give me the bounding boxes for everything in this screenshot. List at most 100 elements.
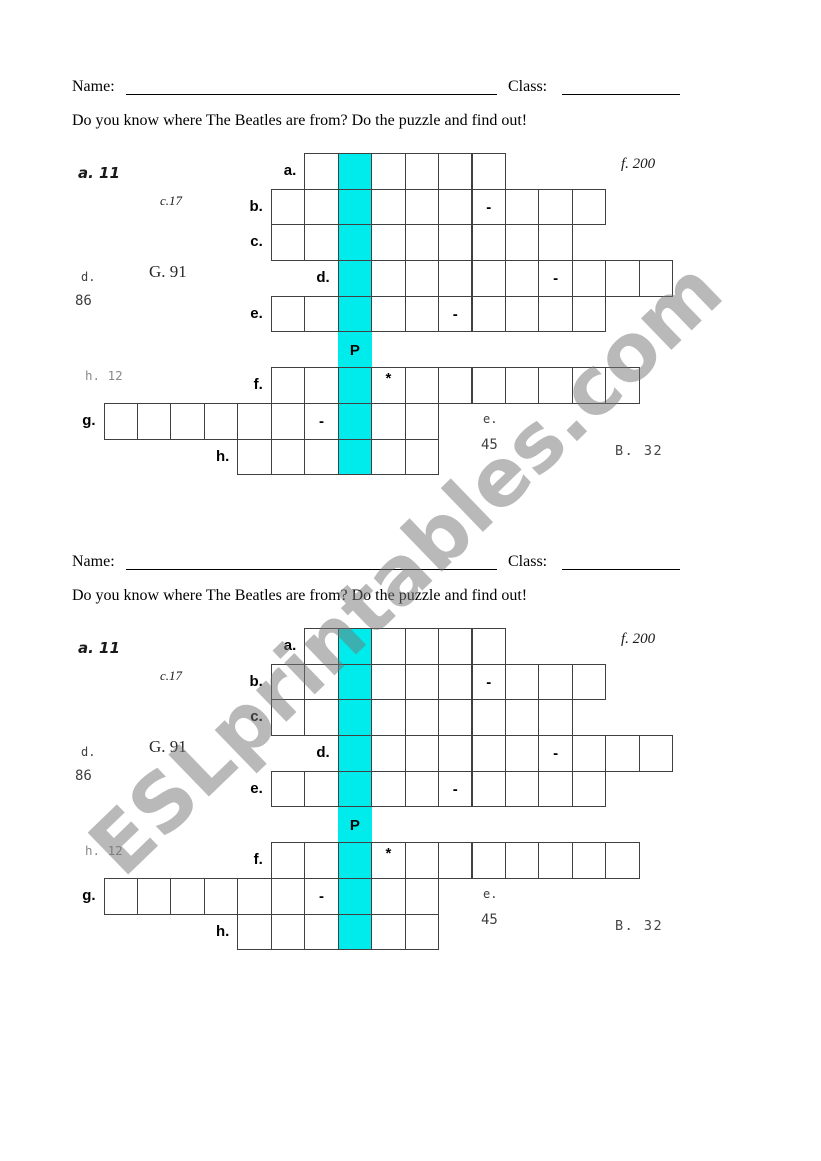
row-label-g: g. [82, 886, 96, 904]
grid-cell [270, 770, 306, 808]
name-underline [126, 549, 497, 570]
grid-cell [404, 770, 440, 808]
annotation-clue-g: G. 91 [149, 262, 187, 281]
row-label-e: e. [250, 304, 263, 322]
grid-cell [438, 735, 473, 772]
grid-cell [471, 295, 506, 333]
grid-cell [170, 877, 205, 915]
annotation-clue-c: c.17 [160, 668, 183, 683]
grid-cell [504, 842, 540, 879]
grid-cell [304, 188, 339, 226]
grid-cell: - [538, 260, 573, 297]
row-label-f: f. [253, 376, 263, 394]
grid-cell [404, 295, 440, 333]
grid-cell [103, 877, 138, 915]
grid-cell [404, 224, 440, 262]
grid-cell [304, 842, 339, 879]
grid-cell [270, 367, 306, 404]
grid-cell [170, 402, 205, 440]
grid-cell [304, 663, 339, 701]
class-underline [562, 74, 680, 95]
grid-cell: - [304, 402, 339, 440]
annotation-clue-d-number: 86 [75, 293, 92, 309]
grid-cell [471, 628, 506, 665]
row-label-c: c. [250, 708, 263, 726]
grid-cell [304, 699, 339, 737]
grid-cell [137, 877, 172, 915]
grid-cell [471, 842, 506, 879]
annotation-clue-h: h. 12 [85, 368, 123, 383]
row-label-g: g. [82, 411, 96, 429]
grid-cell [304, 153, 339, 190]
grid-cell [438, 188, 473, 226]
grid-cell [571, 663, 607, 701]
grid-cell [404, 877, 440, 915]
grid-cell [404, 913, 440, 951]
row-label-f: f. [253, 851, 263, 869]
grid-cell [270, 913, 306, 951]
grid-cell: - [471, 188, 506, 226]
row-label-e: e. [250, 779, 263, 797]
annotation-clue-f: f. 200 [621, 631, 656, 647]
grid-cell [304, 295, 339, 333]
grid-cell [438, 260, 473, 297]
grid-cell [471, 770, 506, 808]
grid-cell-highlighted [337, 295, 373, 333]
grid-cell [538, 367, 573, 404]
grid-cell [304, 913, 339, 951]
annotation-clue-h: h. 12 [85, 843, 123, 858]
grid-cell: - [538, 735, 573, 772]
grid-cell [471, 260, 506, 297]
grid-cell [270, 877, 306, 915]
grid-cell [504, 188, 540, 226]
grid-cell [504, 260, 540, 297]
grid-cell [504, 663, 540, 701]
grid-cell [203, 402, 239, 440]
grid-cell: - [438, 295, 473, 333]
grid-cell-highlighted [337, 402, 373, 440]
grid-cell [237, 877, 272, 915]
grid-cell [538, 224, 573, 262]
grid-cell [203, 877, 239, 915]
annotation-clue-f: f. 200 [621, 156, 656, 172]
row-label-a: a. [283, 637, 297, 654]
grid-cell [371, 628, 406, 665]
annotation-clue-d-letter: d. [81, 745, 96, 759]
annotation-clue-d-letter: d. [81, 270, 96, 284]
grid-cell [371, 770, 406, 808]
instruction-text: Do you know where The Beatles are from? … [72, 587, 528, 604]
annotation-clue-b: B. 32 [615, 918, 664, 934]
grid-cell [371, 663, 406, 701]
grid-cell: * [371, 842, 406, 879]
worksheet-copy-2: Name: Class: Do you know where The Beatl… [0, 475, 821, 951]
annotation-clue-e-number: 45 [481, 437, 498, 453]
grid-cell [438, 367, 473, 404]
grid-cell-highlighted [337, 699, 373, 737]
grid-cell-highlighted [337, 188, 373, 226]
grid-cell [605, 367, 640, 404]
grid-cell [371, 188, 406, 226]
annotation-clue-e-letter: e. [483, 887, 498, 901]
grid-cell [371, 224, 406, 262]
class-label: Class: [508, 78, 548, 95]
grid-cell-highlighted [337, 153, 373, 190]
annotation-clue-c: c.17 [160, 193, 183, 208]
grid-cell-highlighted [337, 842, 373, 879]
grid-cell [304, 770, 339, 808]
grid-cell [371, 438, 406, 476]
grid-cell [538, 699, 573, 737]
grid-cell [538, 770, 573, 808]
grid-cell [371, 877, 406, 915]
grid-cell [571, 188, 607, 226]
row-label-h: h. [216, 922, 230, 940]
grid-cell [371, 913, 406, 951]
grid-cell-highlighted [337, 913, 373, 951]
row-label-b: b. [249, 197, 263, 215]
grid-cell [270, 699, 306, 737]
grid-cell [237, 913, 272, 951]
grid-cell [270, 663, 306, 701]
grid-cell: - [438, 770, 473, 808]
grid-cell-highlighted [337, 438, 373, 476]
grid-cell [270, 224, 306, 262]
